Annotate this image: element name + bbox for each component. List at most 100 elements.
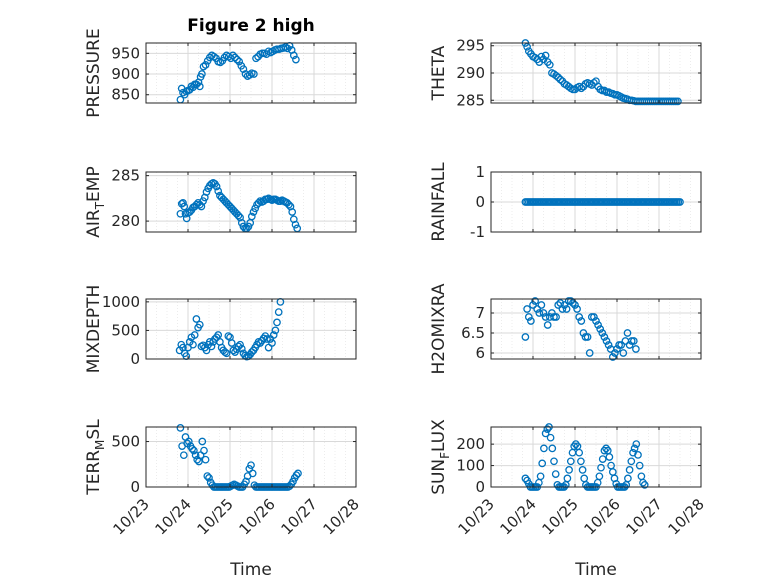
data-point xyxy=(289,51,298,60)
data-point xyxy=(247,212,256,221)
data-point xyxy=(566,297,575,305)
data-point xyxy=(188,444,197,453)
data-point xyxy=(541,313,550,321)
data-point xyxy=(598,329,607,337)
data-point xyxy=(596,325,605,333)
y-axis-label: SUNFLUX xyxy=(429,419,452,495)
series-markers xyxy=(521,39,682,106)
data-point xyxy=(558,305,567,313)
data-point xyxy=(195,320,204,329)
data-point xyxy=(214,331,223,339)
data-point xyxy=(527,317,535,325)
subplot-6: 6 6.5 7 H2OMIXRA xyxy=(429,283,702,375)
data-point xyxy=(617,341,626,349)
y-tick-label: 295 xyxy=(456,37,485,55)
data-point xyxy=(597,463,605,472)
data-point xyxy=(251,204,260,213)
data-point xyxy=(521,474,530,483)
data-point xyxy=(600,333,609,341)
y-tick-label: 285 xyxy=(456,91,485,109)
data-point xyxy=(292,471,301,480)
data-point xyxy=(613,345,621,353)
data-point xyxy=(224,332,233,340)
data-point xyxy=(294,469,302,478)
data-point xyxy=(585,349,594,357)
y-axis-label: THETA xyxy=(429,45,449,101)
data-point xyxy=(288,208,297,216)
x-tick-label: 10/24 xyxy=(497,495,540,538)
data-point xyxy=(569,299,577,307)
series-markers xyxy=(175,298,285,361)
y-tick-label: 0 xyxy=(475,478,485,496)
axes-box xyxy=(490,426,702,488)
data-point xyxy=(222,349,231,358)
y-tick-label: 950 xyxy=(111,44,140,62)
y-tick-label: 0 xyxy=(130,478,140,496)
subplot-4: -1 0 1 RAINFALL xyxy=(429,162,702,242)
data-point xyxy=(556,75,565,84)
data-point xyxy=(537,301,546,309)
data-point xyxy=(577,84,586,93)
data-point xyxy=(233,55,241,64)
data-point xyxy=(201,455,210,464)
y-axis-label: H2OMIXRA xyxy=(429,283,449,374)
x-axis-label-left: Time xyxy=(229,560,272,580)
data-point xyxy=(543,425,552,433)
series-markers xyxy=(521,198,684,206)
data-point xyxy=(546,433,555,442)
data-point xyxy=(548,444,557,453)
subplot-2: 285 290 295 THETA xyxy=(429,37,702,109)
data-point xyxy=(590,78,598,87)
y-tick-label: 285 xyxy=(111,167,140,185)
data-point xyxy=(190,446,198,455)
data-point xyxy=(184,437,193,446)
y-tick-label: 500 xyxy=(111,433,140,451)
axes-box xyxy=(145,171,357,233)
data-point xyxy=(533,305,542,313)
data-point xyxy=(608,468,617,476)
data-point xyxy=(548,309,556,317)
data-point xyxy=(566,457,575,466)
data-point xyxy=(192,315,201,323)
data-point xyxy=(632,345,640,353)
data-point xyxy=(575,82,584,91)
data-point xyxy=(595,472,604,481)
data-point xyxy=(231,53,239,62)
data-point xyxy=(562,305,571,313)
axes-box xyxy=(145,42,357,104)
data-point xyxy=(247,461,255,470)
x-tick-label: 10/26 xyxy=(581,495,624,538)
data-point xyxy=(629,337,638,345)
data-point xyxy=(563,474,572,483)
data-point xyxy=(245,71,254,79)
data-point xyxy=(632,440,641,448)
data-point xyxy=(565,466,573,474)
data-point xyxy=(284,200,293,209)
data-point xyxy=(536,472,545,481)
data-point xyxy=(202,188,211,196)
y-tick-label: 290 xyxy=(456,64,485,82)
data-point xyxy=(531,297,539,305)
data-point xyxy=(248,469,257,478)
axes-box xyxy=(145,426,357,488)
data-point xyxy=(550,457,558,466)
data-point xyxy=(540,444,548,453)
x-tick-label: 10/26 xyxy=(236,495,279,538)
y-tick-label: 7 xyxy=(475,304,485,322)
data-point xyxy=(639,478,647,487)
data-point xyxy=(292,55,300,64)
x-tick-label: 10/28 xyxy=(665,495,708,538)
data-point xyxy=(182,214,191,223)
data-point xyxy=(604,341,613,349)
y-axis-label: AIRTEMP xyxy=(84,166,107,237)
data-point xyxy=(627,457,636,466)
data-point xyxy=(244,222,253,231)
y-tick-label: 900 xyxy=(111,65,140,83)
data-point xyxy=(237,344,246,353)
y-tick-label: 200 xyxy=(456,435,485,453)
data-point xyxy=(252,54,260,63)
data-point xyxy=(195,82,204,91)
data-point xyxy=(580,474,589,483)
